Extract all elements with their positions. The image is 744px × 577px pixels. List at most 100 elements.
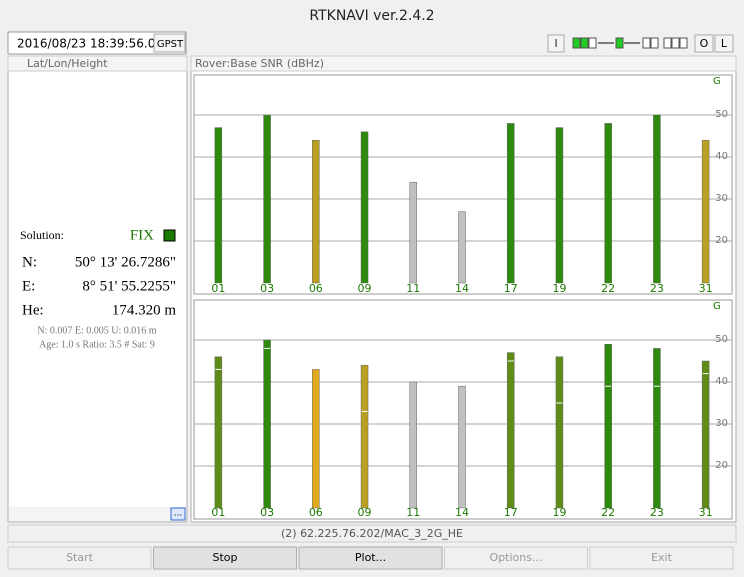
- satellite-label: 06: [309, 506, 323, 519]
- plot-frame: [193, 74, 733, 295]
- satellite-label: 03: [260, 282, 274, 295]
- snr-bar: [458, 211, 466, 284]
- snr-bar: [555, 356, 564, 509]
- row-label: He:: [22, 302, 44, 318]
- snr-bar: [360, 364, 369, 509]
- snr-bar: [263, 114, 271, 284]
- y-tick-label: 50: [715, 334, 728, 345]
- satellite-label: 01: [211, 282, 225, 295]
- satellite-label: 09: [358, 282, 372, 295]
- satellite-label: 22: [601, 506, 615, 519]
- solution-panel: [7, 55, 188, 523]
- solution-status: FIX: [130, 227, 154, 243]
- satellite-label: 17: [504, 506, 518, 519]
- row-value: 50° 13' 26.7286": [75, 254, 176, 270]
- snr-bar: [409, 381, 418, 509]
- snr-bar: [604, 123, 612, 284]
- button-label: Exit: [651, 551, 673, 564]
- solution-header[interactable]: [7, 55, 188, 72]
- y-tick-label: 40: [715, 376, 728, 387]
- snr-bar: [312, 369, 320, 509]
- y-tick-label: 40: [715, 151, 728, 162]
- satellite-label: 03: [260, 506, 274, 519]
- y-tick-label: 20: [715, 460, 728, 471]
- satellite-label: 23: [650, 506, 664, 519]
- satellite-label: 01: [211, 506, 225, 519]
- system-label: G: [713, 76, 721, 87]
- snr-plots: 20 30 40 50 G 01 03 06 09 11 14 17 19 22 23 31 20 30 40 50 G…: [193, 74, 733, 520]
- satellite-label: 14: [455, 506, 469, 519]
- snr-bar: [360, 131, 369, 284]
- stats: N: 0.007 E: 0.005 U: 0.016 m: [37, 325, 156, 336]
- scrollbar[interactable]: [9, 507, 186, 521]
- snr-bar: [506, 123, 515, 284]
- button-label: L: [721, 37, 728, 50]
- stats: Age: 1.0 s Ratio: 3.5 # Sat: 9: [39, 339, 155, 350]
- y-tick-label: 50: [715, 109, 728, 120]
- satellite-label: 11: [406, 282, 420, 295]
- status-indicator: [163, 229, 176, 242]
- row-value: 174.320 m: [112, 302, 177, 318]
- snr-header-text: Rover:Base SNR (dBHz): [195, 57, 324, 70]
- button-o[interactable]: [694, 34, 714, 53]
- row-label: N:: [22, 254, 37, 270]
- button-label: O: [700, 37, 709, 50]
- y-tick-label: 20: [715, 235, 728, 246]
- satellite-label: 23: [650, 282, 664, 295]
- system-label: G: [713, 301, 721, 312]
- row-value: 8° 51' 55.2255": [82, 278, 176, 294]
- time-system-label: GPST: [157, 39, 184, 50]
- time: 2016/08/23 18:39:56.0: [17, 37, 155, 51]
- button-label: I: [554, 38, 557, 49]
- solution-header-text: Lat/Lon/Height: [27, 57, 108, 70]
- snr-bar: [555, 127, 564, 284]
- status-bar: [7, 524, 737, 543]
- satellite-label: 14: [455, 282, 469, 295]
- satellite-label: 17: [504, 282, 518, 295]
- snr-bar: [653, 348, 661, 509]
- snr-bar: [506, 352, 515, 509]
- stream-indicators: [572, 37, 688, 49]
- button-row: Start Stop Plot... Options... Exit: [7, 546, 734, 570]
- snr-bar: [701, 360, 710, 509]
- satellite-label: 06: [309, 282, 323, 295]
- y-tick-label: 30: [715, 193, 728, 204]
- satellite-label: 11: [406, 506, 420, 519]
- snr-bar: [214, 356, 223, 509]
- snr-bar: [409, 181, 418, 284]
- button-label: Stop: [212, 551, 237, 564]
- snr-bar: [604, 343, 612, 509]
- satellite-label: 09: [358, 506, 372, 519]
- button[interactable]: [298, 546, 443, 570]
- more-button[interactable]: [170, 507, 186, 521]
- button[interactable]: [589, 546, 734, 570]
- time-system-button[interactable]: [153, 33, 186, 53]
- row-label: E:: [22, 278, 35, 294]
- button-i[interactable]: [547, 34, 565, 53]
- solution-label: Solution:: [20, 228, 64, 242]
- button-label: Start: [66, 551, 94, 564]
- button-label: Plot...: [355, 551, 386, 564]
- window-title: RTKNAVI ver.2.4.2: [309, 8, 434, 24]
- more-button-label: ...: [174, 509, 183, 519]
- satellite-label: 31: [699, 282, 713, 295]
- button[interactable]: [7, 546, 152, 570]
- time-box: [7, 31, 187, 55]
- button[interactable]: [444, 546, 588, 570]
- snr-bar: [701, 139, 710, 284]
- satellite-label: 31: [699, 506, 713, 519]
- satellite-label: 19: [552, 506, 566, 519]
- satellite-label: 22: [601, 282, 615, 295]
- button-label: Options...: [490, 551, 543, 564]
- button[interactable]: [153, 546, 297, 570]
- satellite-label: 19: [552, 282, 566, 295]
- stream-status: (2) 62.225.76.202/MAC_3_2G_HE: [281, 527, 463, 540]
- y-tick-label: 30: [715, 418, 728, 429]
- snr-bar: [653, 114, 661, 284]
- snr-bar: [458, 385, 466, 509]
- snr-header[interactable]: [190, 55, 737, 72]
- button-l[interactable]: [714, 34, 734, 53]
- plot-frame: [193, 299, 733, 520]
- snr-bar: [263, 339, 271, 509]
